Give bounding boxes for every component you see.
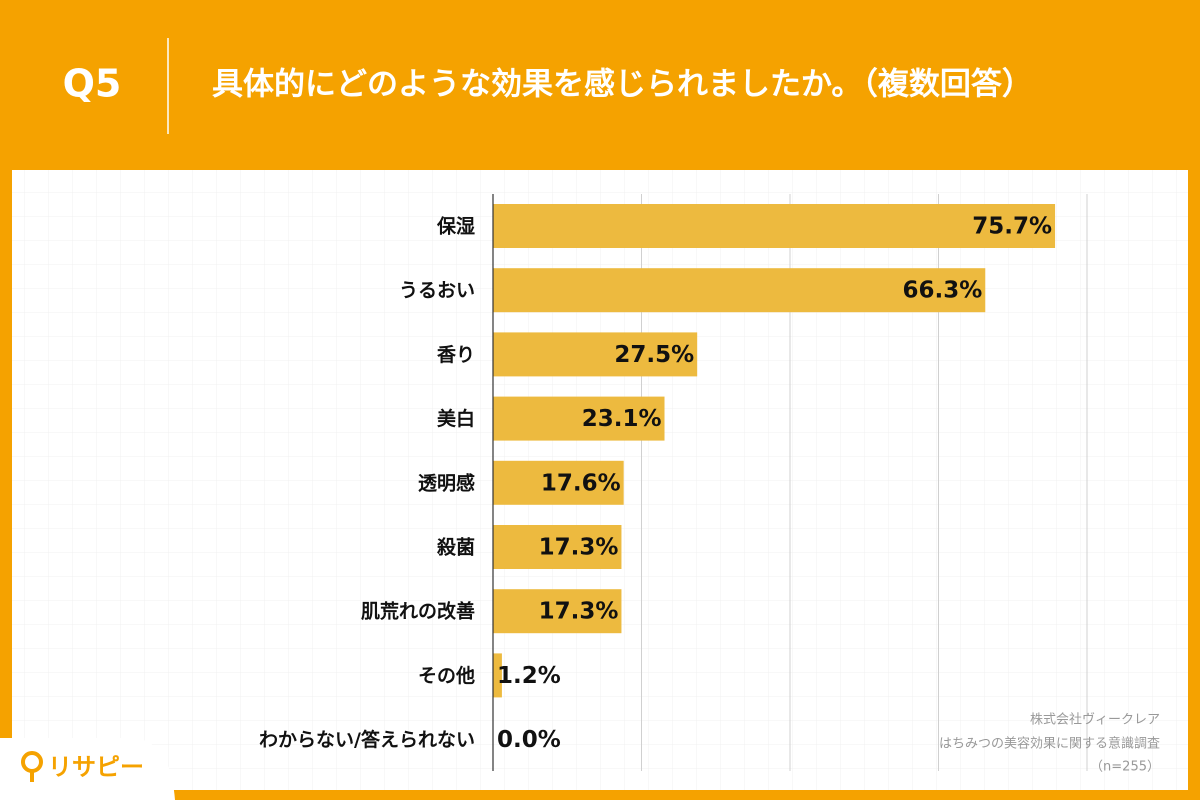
source-company: 株式会社ヴィークレア	[1030, 712, 1160, 728]
bar	[493, 589, 622, 634]
bar	[493, 204, 1056, 248]
source-sample: （n=255）	[1090, 760, 1160, 775]
category-label: わからない/答えられない	[259, 728, 475, 751]
bar	[493, 653, 502, 698]
value-label: 66.3%	[902, 278, 982, 304]
value-label: 17.3%	[539, 599, 619, 625]
bar	[493, 525, 622, 569]
value-label: 17.3%	[539, 535, 619, 561]
category-label: その他	[418, 664, 475, 687]
bar	[493, 332, 698, 377]
category-label: 透明感	[418, 471, 475, 494]
question-number: Q5	[63, 62, 122, 106]
value-label: 1.2%	[497, 663, 561, 689]
category-label: 保湿	[436, 215, 475, 238]
value-label: 17.6%	[541, 470, 621, 496]
category-label: 香り	[436, 344, 475, 366]
bar	[493, 268, 986, 313]
value-label: 0.0%	[497, 727, 561, 753]
logo-text: リサピー	[48, 753, 144, 781]
value-label: 27.5%	[614, 342, 694, 368]
category-label: 肌荒れの改善	[361, 600, 475, 623]
source-survey: はちみつの美容効果に関する意識調査	[939, 736, 1160, 752]
category-label: 殺菌	[436, 536, 475, 559]
category-label: うるおい	[399, 280, 475, 302]
logo-tab	[0, 738, 175, 800]
value-label: 23.1%	[582, 406, 662, 432]
value-label: 75.7%	[972, 214, 1052, 240]
bar	[493, 460, 624, 505]
category-label: 美白	[437, 407, 475, 430]
bar	[493, 396, 665, 441]
title: 具体的にどのような効果を感じられましたか。（複数回答）	[212, 67, 1033, 103]
